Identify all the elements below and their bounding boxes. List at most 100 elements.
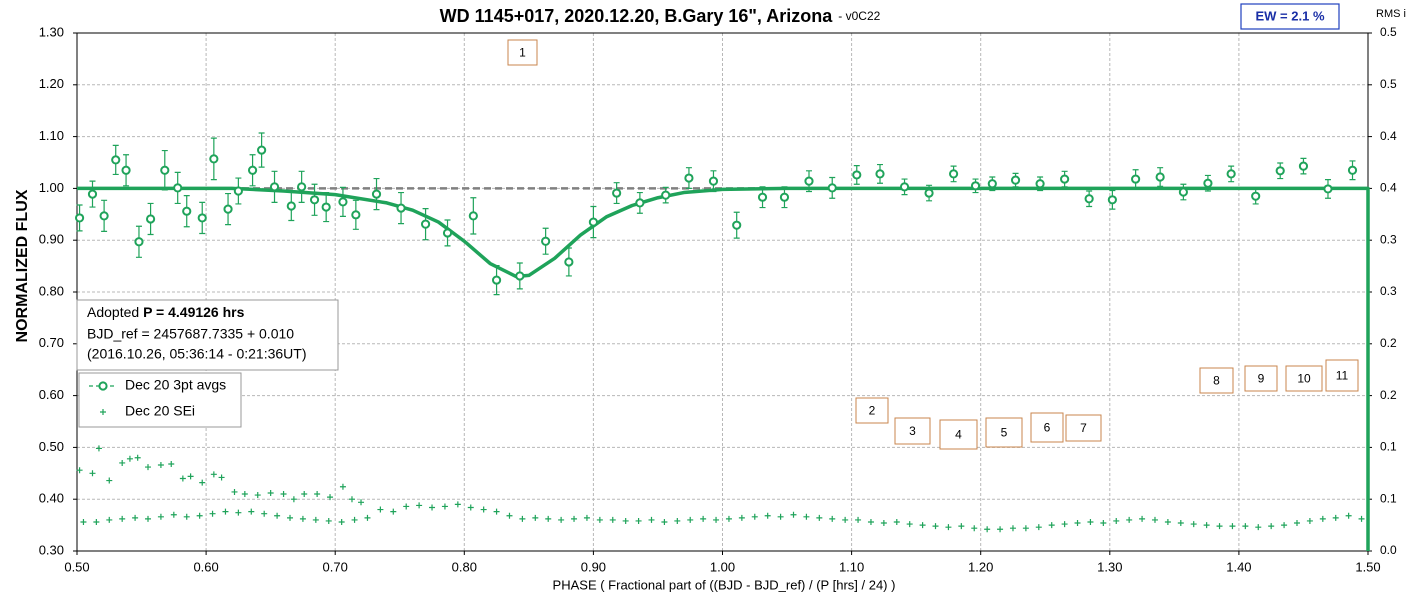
data-point	[309, 195, 320, 205]
annotation-box	[1325, 359, 1359, 392]
legend: Dec 20 3pt avgs Dec 20 SEi	[78, 372, 242, 428]
subtitle: - v0C22	[838, 9, 880, 23]
data-point	[1164, 518, 1171, 525]
data-point	[338, 197, 348, 207]
data-point	[429, 504, 436, 511]
data-point	[126, 455, 133, 462]
data-point	[674, 517, 681, 524]
data-point	[327, 494, 334, 501]
data-point	[984, 526, 991, 533]
data-point	[339, 483, 346, 490]
annotation: 5	[1001, 426, 1008, 440]
data-point	[1139, 515, 1146, 522]
annotation: 9	[1258, 372, 1265, 386]
annotation-box	[894, 417, 931, 445]
data-point	[1126, 516, 1133, 523]
data-point	[1060, 174, 1070, 184]
data-point	[111, 155, 121, 165]
data-point	[1229, 523, 1236, 530]
data-point	[1203, 178, 1213, 188]
data-point	[932, 523, 939, 530]
annotation: 11	[1336, 369, 1349, 383]
data-point	[132, 514, 139, 521]
data-point	[134, 237, 144, 247]
data-point	[267, 489, 274, 496]
y2-tick-label: 0.5	[1380, 25, 1397, 39]
legend-label: Dec 20 3pt avgs	[125, 377, 226, 393]
y2-tick-label: 0.1	[1380, 440, 1397, 454]
data-point	[816, 514, 823, 521]
legend-label: Dec 20 SEi	[125, 403, 195, 419]
data-point	[89, 470, 96, 477]
y-tick-label: 0.40	[39, 491, 64, 506]
title: WD 1145+017, 2020.12.20, B.Gary 16", Ari…	[440, 6, 834, 26]
y-tick-label: 0.60	[39, 387, 64, 402]
data-point	[713, 516, 720, 523]
data-point	[231, 488, 238, 495]
data-point	[515, 271, 525, 281]
data-point	[348, 496, 355, 503]
note-line: (2016.10.26, 05:36:14 - 0:21:36UT)	[87, 346, 306, 362]
data-point	[196, 512, 203, 519]
data-point	[269, 182, 280, 192]
data-point	[241, 491, 248, 498]
data-point	[248, 508, 255, 515]
data-point	[321, 202, 331, 212]
data-point	[545, 515, 552, 522]
legend-marker	[100, 409, 106, 415]
y-tick-label: 0.70	[39, 335, 64, 350]
badge-box	[1240, 3, 1340, 30]
data-point	[396, 203, 406, 213]
data-point	[506, 512, 513, 519]
data-point	[1084, 194, 1094, 204]
data-point	[1281, 522, 1288, 529]
annotation-box	[1285, 365, 1323, 392]
data-point	[790, 511, 797, 518]
data-point	[867, 518, 874, 525]
data-point	[312, 516, 319, 523]
data-point	[1242, 523, 1249, 530]
x-tick-label: 1.30	[1097, 559, 1122, 574]
data-point	[209, 510, 216, 517]
data-point	[182, 206, 192, 216]
data-point	[119, 459, 126, 466]
data-point	[223, 204, 233, 214]
y-tick-label: 1.10	[39, 128, 64, 143]
data-point	[1268, 523, 1275, 530]
data-point	[583, 514, 590, 521]
x-tick-label: 0.50	[64, 559, 89, 574]
data-point	[1009, 525, 1016, 532]
data-point	[1074, 520, 1081, 527]
data-point	[609, 516, 616, 523]
x-tick-label: 1.00	[710, 559, 735, 574]
data-point	[558, 516, 565, 523]
annotation-box	[939, 419, 978, 450]
data-point	[971, 525, 978, 532]
data-point	[247, 165, 258, 175]
data-point	[1061, 521, 1068, 528]
data-point	[906, 521, 913, 528]
data-point	[1151, 516, 1158, 523]
data-point	[596, 516, 603, 523]
data-point	[168, 460, 175, 467]
data-point	[1177, 520, 1184, 527]
y-tick-label: 1.30	[39, 24, 64, 39]
data-point	[480, 506, 487, 513]
data-point	[1087, 518, 1094, 525]
data-point	[493, 508, 500, 515]
y-tick-label: 1.20	[39, 76, 64, 91]
data-point	[325, 517, 332, 524]
data-point	[468, 211, 478, 221]
y2-tick-label: 0.2	[1380, 388, 1397, 402]
data-point	[945, 524, 952, 531]
note-line: Adopted P = 4.49126 hrs	[87, 304, 245, 320]
data-point	[564, 257, 574, 267]
data-point	[948, 169, 959, 179]
data-point	[173, 183, 183, 193]
y-tick-label: 0.80	[39, 283, 64, 298]
data-point	[855, 516, 862, 523]
data-point	[351, 516, 358, 523]
data-point	[1035, 179, 1045, 189]
data-point	[1022, 525, 1029, 532]
data-point	[1332, 514, 1339, 521]
